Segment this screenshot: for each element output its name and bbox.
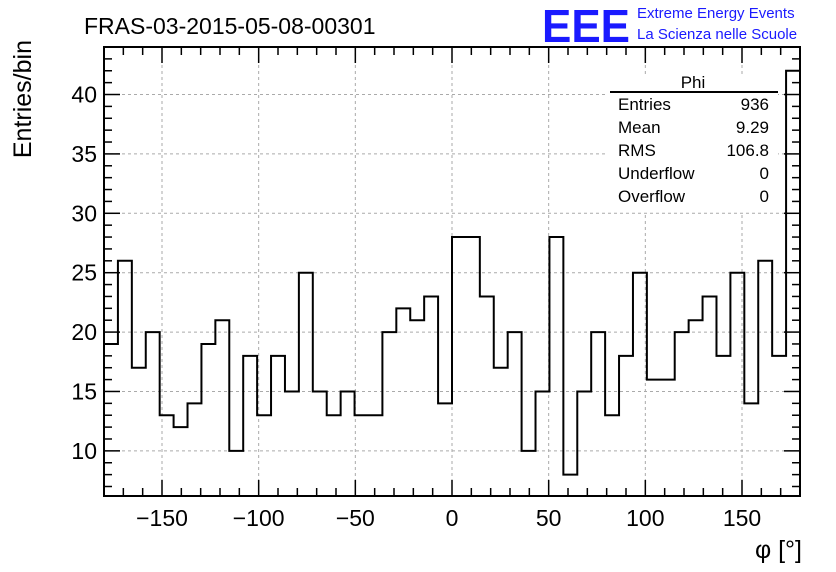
histogram-bin bbox=[661, 380, 675, 496]
histogram-bin bbox=[327, 415, 341, 496]
y-tick-label: 15 bbox=[71, 378, 97, 404]
tick-labels: −150 −100 −50 0 50 100 150 10 15 20 25 30 35 40 bbox=[71, 82, 761, 531]
histogram-bin bbox=[744, 403, 758, 496]
histogram-bin bbox=[355, 415, 369, 496]
stats-label-rms: RMS bbox=[618, 141, 656, 160]
histogram-bin bbox=[716, 356, 730, 496]
histogram-bin bbox=[508, 332, 522, 496]
histogram-bin bbox=[396, 308, 410, 496]
histogram-bin bbox=[243, 356, 257, 496]
histogram-bin bbox=[563, 475, 577, 496]
histogram-bin bbox=[786, 71, 800, 496]
eee-logo: EEE bbox=[542, 0, 630, 52]
x-tick-label: 100 bbox=[626, 505, 664, 531]
histogram-bin bbox=[313, 391, 327, 496]
x-tick-label: 150 bbox=[723, 505, 761, 531]
histogram-bin bbox=[410, 320, 424, 496]
histogram-bin bbox=[452, 237, 466, 496]
histogram-bin bbox=[215, 320, 229, 496]
stats-value-entries: 936 bbox=[741, 95, 769, 114]
histogram-bin bbox=[494, 368, 508, 496]
histogram-bin bbox=[271, 356, 285, 496]
histogram-bars bbox=[104, 69, 800, 496]
stats-box: Phi Entries 936 Mean 9.29 RMS 106.8 Unde… bbox=[608, 73, 778, 212]
histogram-bin bbox=[633, 273, 647, 496]
histogram-bin bbox=[591, 332, 605, 496]
stats-label-mean: Mean bbox=[618, 118, 661, 137]
y-axis-label: Entries/bin bbox=[9, 40, 37, 158]
y-tick-label: 40 bbox=[71, 82, 97, 108]
histogram-bin bbox=[522, 451, 536, 496]
stats-label-underflow: Underflow bbox=[618, 164, 695, 183]
histogram-outline bbox=[104, 69, 800, 476]
histogram-bin bbox=[299, 273, 313, 496]
histogram-bin bbox=[146, 332, 160, 496]
histogram-bin bbox=[480, 296, 494, 496]
histogram-bin bbox=[188, 403, 202, 496]
x-tick-label: −50 bbox=[336, 505, 375, 531]
histogram-bin bbox=[689, 320, 703, 496]
stats-value-underflow: 0 bbox=[760, 164, 769, 183]
stats-box-title: Phi bbox=[681, 73, 706, 92]
org-name-line1: Extreme Energy Events bbox=[637, 5, 795, 22]
x-tick-label: −100 bbox=[233, 505, 285, 531]
stats-value-overflow: 0 bbox=[760, 187, 769, 206]
histogram-bin bbox=[285, 391, 299, 496]
org-name-line2: La Scienza nelle Scuole bbox=[637, 26, 797, 43]
histogram-bin bbox=[174, 427, 188, 496]
histogram-bin bbox=[647, 380, 661, 496]
stats-value-rms: 106.8 bbox=[726, 141, 769, 160]
histogram-bin bbox=[772, 356, 786, 496]
histogram-bin bbox=[382, 332, 396, 496]
x-tick-label: 50 bbox=[536, 505, 562, 531]
axes bbox=[103, 46, 801, 497]
y-tick-label: 25 bbox=[71, 260, 97, 286]
histogram-bin bbox=[536, 391, 550, 496]
histogram-bin bbox=[201, 344, 215, 496]
histogram-bin bbox=[549, 237, 563, 496]
histogram-bin bbox=[118, 261, 132, 496]
histogram-bin bbox=[466, 237, 480, 496]
histogram-bin bbox=[758, 261, 772, 496]
x-tick-label: −150 bbox=[136, 505, 188, 531]
histogram-bin bbox=[605, 415, 619, 496]
y-tick-label: 10 bbox=[71, 438, 97, 464]
x-tick-label: 0 bbox=[446, 505, 459, 531]
stats-label-overflow: Overflow bbox=[618, 187, 686, 206]
stats-value-mean: 9.29 bbox=[736, 118, 769, 137]
histogram-bin bbox=[577, 391, 591, 496]
histogram-bin bbox=[703, 296, 717, 496]
histogram-bin bbox=[229, 451, 243, 496]
stats-label-entries: Entries bbox=[618, 95, 671, 114]
y-tick-label: 30 bbox=[71, 200, 97, 226]
y-tick-label: 20 bbox=[71, 319, 97, 345]
histogram-bin bbox=[104, 344, 118, 496]
histogram-bin bbox=[341, 391, 355, 496]
histogram-bin bbox=[132, 368, 146, 496]
chart-title: FRAS-03-2015-05-08-00301 bbox=[84, 13, 376, 39]
histogram-bin bbox=[438, 403, 452, 496]
x-axis-label: φ [°] bbox=[755, 536, 802, 564]
histogram-bin bbox=[368, 415, 382, 496]
histogram-bin bbox=[619, 356, 633, 496]
histogram-bin bbox=[675, 332, 689, 496]
y-tick-label: 35 bbox=[71, 141, 97, 167]
histogram-bin bbox=[424, 296, 438, 496]
